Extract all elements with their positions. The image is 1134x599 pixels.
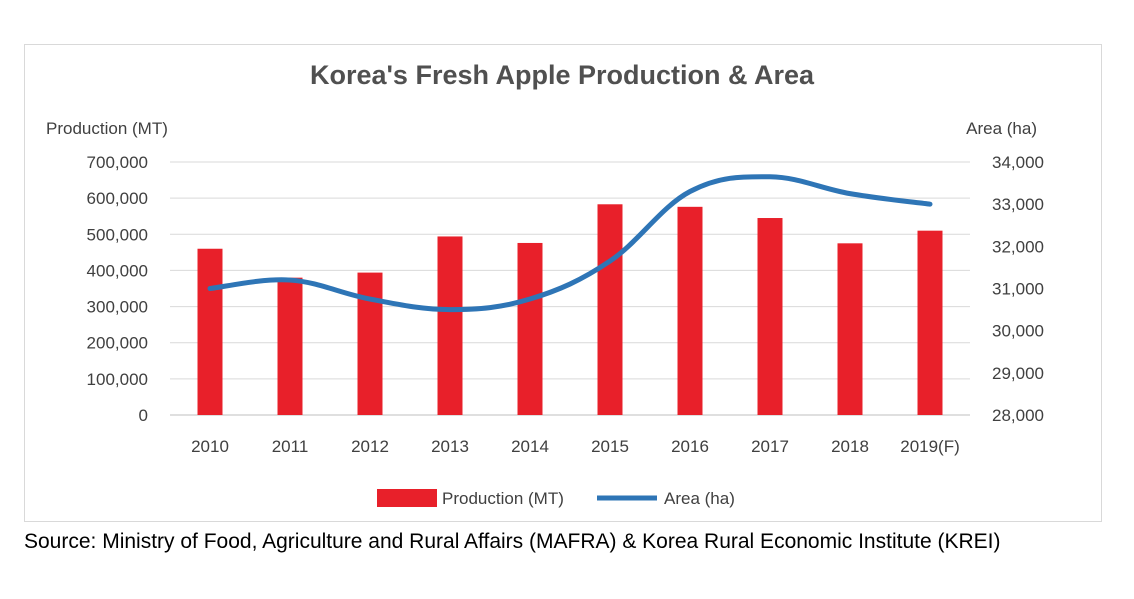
chart-title: Korea's Fresh Apple Production & Area [310, 60, 815, 90]
production-bars [197, 204, 943, 415]
x-tick-label: 2017 [751, 437, 789, 456]
legend-label-production: Production (MT) [442, 489, 564, 508]
bar-production [437, 236, 463, 415]
y-right-axis-title: Area (ha) [966, 119, 1037, 138]
y-left-tick-label: 0 [139, 406, 148, 425]
legend: Production (MT) Area (ha) [377, 489, 735, 508]
bar-production [517, 242, 543, 415]
legend-label-area: Area (ha) [664, 489, 735, 508]
bar-production [677, 206, 703, 415]
bar-production [837, 243, 863, 415]
y-right-tick-label: 34,000 [992, 153, 1044, 172]
source-note: Source: Ministry of Food, Agriculture an… [24, 530, 1001, 553]
y-left-tick-label: 600,000 [87, 189, 148, 208]
bar-production [277, 277, 303, 415]
x-tick-label: 2011 [272, 437, 309, 456]
y-right-tick-label: 28,000 [992, 406, 1044, 425]
y-left-tick-label: 100,000 [87, 370, 148, 389]
x-tick-label: 2019(F) [900, 437, 960, 456]
y-left-tick-label: 400,000 [87, 261, 148, 280]
x-tick-label: 2018 [831, 437, 869, 456]
bar-production [197, 248, 223, 415]
x-tick-label: 2010 [191, 437, 229, 456]
x-tick-label: 2014 [511, 437, 549, 456]
line-area [207, 174, 933, 313]
y-right-tick-labels: 28,000 29,000 30,000 31,000 32,000 33,000 34,0… [992, 153, 1044, 425]
y-left-tick-labels: 0 100,000 200,000 300,000 400,000 500,000 600,… [87, 153, 148, 425]
y-right-tick-label: 32,000 [992, 237, 1044, 256]
legend-swatch-production [377, 489, 437, 507]
y-right-tick-label: 30,000 [992, 322, 1044, 341]
bar-production [597, 204, 623, 415]
bar-production [917, 230, 943, 415]
y-left-axis-title: Production (MT) [46, 119, 168, 138]
y-right-tick-label: 31,000 [992, 280, 1044, 299]
x-tick-label: 2013 [431, 437, 469, 456]
x-tick-label: 2012 [351, 437, 389, 456]
y-right-tick-label: 33,000 [992, 195, 1044, 214]
gridlines [170, 161, 970, 416]
area-line [207, 174, 933, 313]
y-left-tick-label: 300,000 [87, 298, 148, 317]
y-left-tick-label: 200,000 [87, 334, 148, 353]
x-tick-labels: 2010 2011 2012 2013 2014 2015 2016 2017 2018 2019… [191, 437, 960, 456]
x-tick-label: 2015 [591, 437, 629, 456]
y-right-tick-label: 29,000 [992, 364, 1044, 383]
bar-production [357, 272, 383, 415]
bar-production [757, 218, 783, 415]
y-left-tick-label: 700,000 [87, 153, 148, 172]
x-tick-label: 2016 [671, 437, 709, 456]
y-left-tick-label: 500,000 [87, 225, 148, 244]
